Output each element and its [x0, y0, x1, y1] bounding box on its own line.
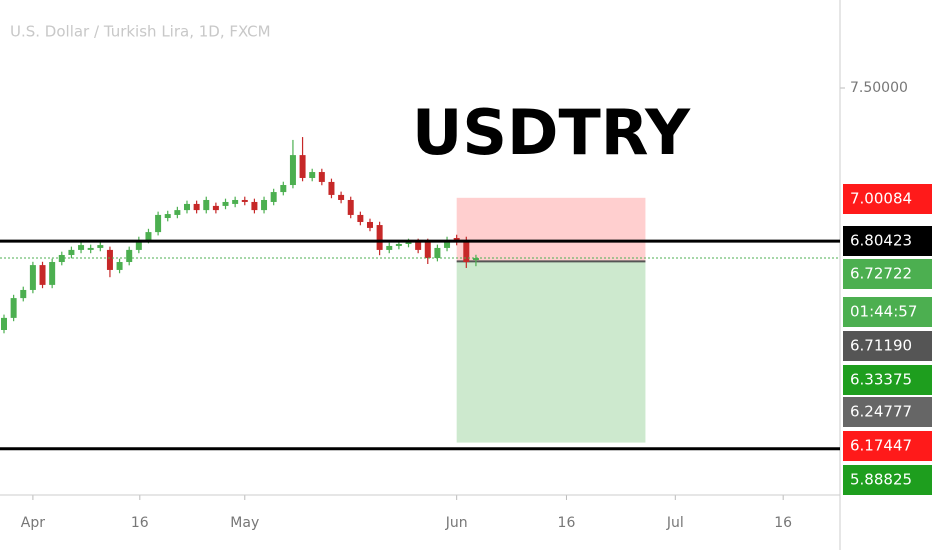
- price-badge-label: 6.17447: [850, 437, 912, 455]
- price-badge: [843, 259, 932, 289]
- candle-body: [386, 245, 393, 250]
- candle-body: [366, 221, 373, 228]
- annotation: USDTRY: [412, 96, 691, 169]
- candle-body: [126, 249, 133, 263]
- candle-body: [183, 203, 190, 211]
- x-tick-label: Jul: [666, 515, 684, 531]
- candle-body: [357, 214, 364, 222]
- candle-body: [39, 265, 46, 285]
- candle-body: [261, 199, 268, 211]
- price-badge: [843, 465, 932, 495]
- candle-body: [29, 265, 36, 290]
- candle-body: [68, 249, 75, 255]
- candle-body: [434, 247, 441, 259]
- candle-body: [472, 258, 479, 261]
- candle-body: [78, 245, 85, 250]
- candle-body: [395, 243, 402, 246]
- candle-body: [251, 201, 258, 211]
- candle-body: [0, 317, 7, 330]
- candle-body: [376, 225, 383, 250]
- price-badge: [843, 184, 932, 214]
- candle-body: [415, 242, 422, 250]
- candle-body: [116, 262, 123, 270]
- candle-body: [232, 199, 239, 204]
- candle-body: [328, 181, 335, 195]
- candle-body: [222, 201, 229, 206]
- candle-body: [347, 199, 354, 215]
- price-badge: [843, 397, 932, 427]
- candle-body: [405, 242, 412, 244]
- price-badge-label: 01:44:57: [850, 303, 917, 321]
- candle-body: [49, 262, 56, 285]
- candle-body: [145, 232, 152, 241]
- candle-body: [155, 214, 162, 233]
- candle-body: [318, 172, 325, 182]
- candle-body: [444, 240, 451, 248]
- price-badge-label: 6.80423: [850, 232, 912, 250]
- stop-zone: [456, 197, 646, 262]
- price-badge-label: 7.00084: [850, 190, 912, 208]
- price-badge-label: 6.71190: [850, 337, 912, 355]
- candle-body: [164, 214, 171, 219]
- candle-body: [203, 199, 210, 211]
- price-badge-label: 6.33375: [850, 371, 912, 389]
- x-tick-label: Apr: [21, 515, 45, 531]
- candle-body: [10, 298, 17, 318]
- candle-body: [212, 205, 219, 211]
- x-tick-label: 16: [131, 515, 149, 531]
- price-badge-label: 6.24777: [850, 403, 912, 421]
- candle-body: [299, 155, 306, 178]
- price-badge: [843, 331, 932, 361]
- candle-body: [338, 194, 345, 200]
- candle-body: [280, 185, 287, 193]
- candle-body: [270, 192, 277, 202]
- candle-body: [424, 242, 431, 259]
- price-badge-label: 6.72722: [850, 265, 912, 283]
- x-tick-label: May: [230, 515, 259, 531]
- x-tick-label: Jun: [445, 515, 468, 531]
- candle-body: [20, 289, 27, 299]
- candle-body: [174, 210, 181, 215]
- x-tick-label: 16: [774, 515, 792, 531]
- price-badge: [843, 431, 932, 461]
- price-badge-label: 5.88825: [850, 471, 912, 489]
- y-tick-label: 7.50000: [850, 80, 908, 96]
- candle-body: [241, 199, 248, 202]
- target-zone: [456, 261, 646, 443]
- chart-title: U.S. Dollar / Turkish Lira, 1D, FXCM: [10, 23, 271, 41]
- candle-body: [87, 247, 94, 250]
- price-badge: [843, 226, 932, 256]
- price-badge: [843, 365, 932, 395]
- candle-body: [463, 240, 470, 263]
- candle-body: [97, 245, 104, 248]
- candle-body: [135, 240, 142, 250]
- x-tick-label: 16: [558, 515, 576, 531]
- candle-body: [193, 203, 200, 211]
- candle-body: [106, 249, 113, 270]
- price-badge: [843, 297, 932, 327]
- candle-body: [309, 172, 316, 178]
- candle-body: [289, 155, 296, 186]
